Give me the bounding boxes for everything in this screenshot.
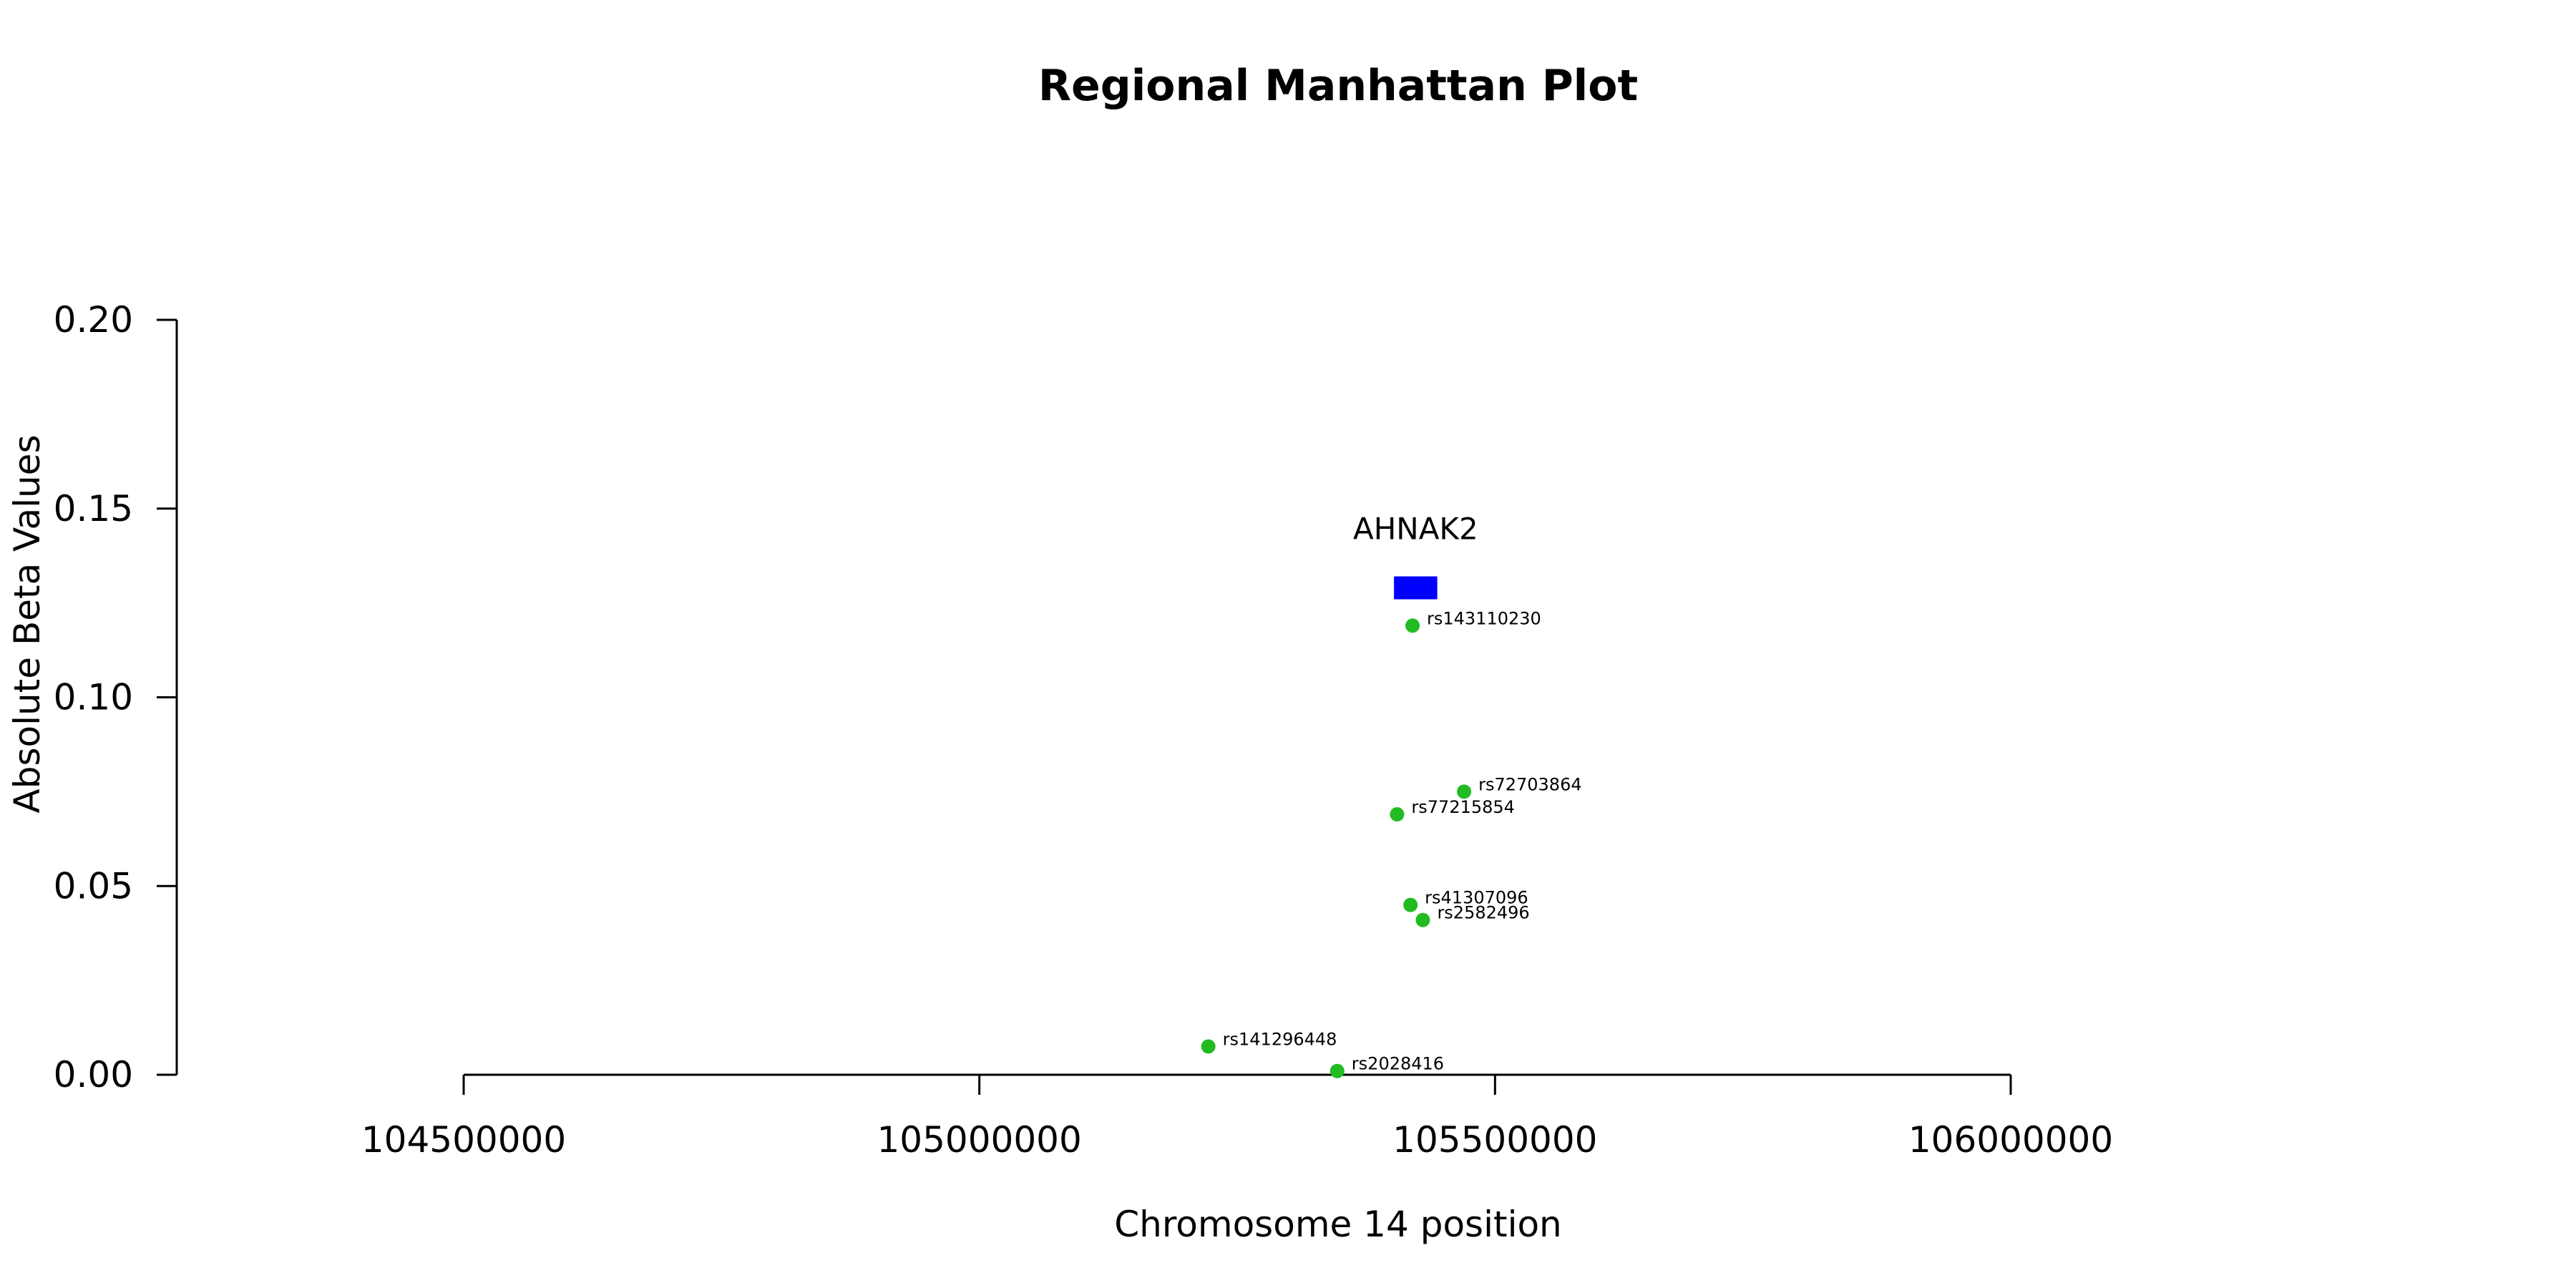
- data-point: [1415, 912, 1430, 927]
- data-point: [1390, 807, 1405, 822]
- gene-track: AHNAK2: [1353, 512, 1478, 600]
- data-point: [1403, 897, 1418, 912]
- gene-label: AHNAK2: [1353, 512, 1478, 547]
- point-label: rs72703864: [1478, 774, 1582, 794]
- y-tick-label: 0.15: [54, 488, 133, 530]
- y-tick-label: 0.05: [54, 865, 133, 907]
- y-tick-label: 0.10: [54, 677, 133, 718]
- point-label: rs2582496: [1437, 903, 1529, 923]
- data-point: [1405, 618, 1420, 633]
- x-axis: 104500000 105000000 105500000 106000000: [361, 1073, 2113, 1161]
- x-tick-label: 105000000: [877, 1119, 1082, 1161]
- point-label: rs41307096: [1425, 888, 1528, 908]
- point-label: rs143110230: [1427, 608, 1541, 628]
- x-tick-label: 104500000: [361, 1119, 566, 1161]
- data-point: [1201, 1039, 1216, 1054]
- y-tick-label: 0.20: [54, 299, 133, 341]
- point-label: rs141296448: [1223, 1029, 1337, 1049]
- data-point: [1330, 1063, 1345, 1078]
- chart-title: Regional Manhattan Plot: [1038, 61, 1638, 111]
- data-points: rs143110230 rs72703864 rs77215854 rs4130709…: [1201, 608, 1582, 1078]
- y-axis-label: Absolute Beta Values: [6, 435, 48, 814]
- x-tick-label: 106000000: [1908, 1119, 2113, 1161]
- point-label: rs77215854: [1411, 797, 1515, 817]
- x-axis-label: Chromosome 14 position: [1114, 1204, 1562, 1245]
- point-label: rs2028416: [1352, 1054, 1444, 1074]
- y-tick-label: 0.00: [54, 1054, 133, 1096]
- data-point: [1457, 784, 1472, 799]
- x-tick-label: 105500000: [1392, 1119, 1597, 1161]
- y-axis: 0.00 0.05 0.10 0.15 0.20: [54, 299, 178, 1096]
- gene-bar: [1394, 576, 1438, 600]
